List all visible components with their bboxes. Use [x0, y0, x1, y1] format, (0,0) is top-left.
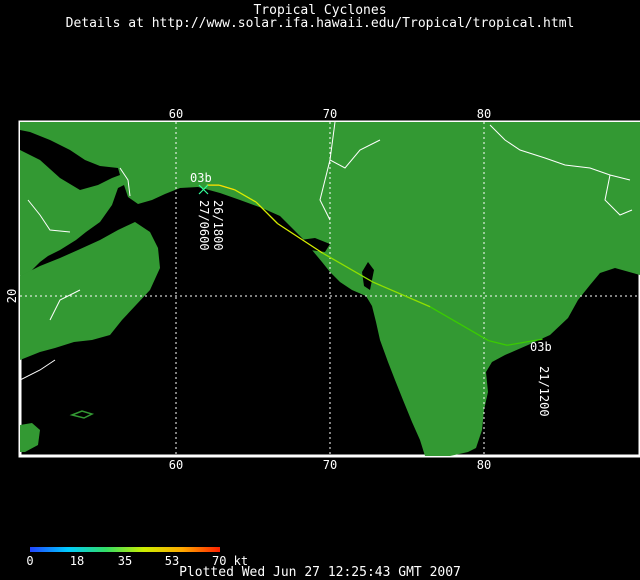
socotra	[69, 410, 95, 419]
map-subtitle: Details at http://www.solar.ifa.hawaii.e…	[65, 16, 575, 31]
lon-tick-bottom: 60	[169, 458, 183, 472]
colorbar-label: 0	[26, 554, 33, 568]
track-segment	[218, 184, 235, 191]
lon-tick-top: 60	[169, 107, 183, 121]
lon-tick-top: 70	[323, 107, 337, 121]
colorbar-label: 53	[165, 554, 179, 568]
lon-tick-bottom: 80	[477, 458, 491, 472]
track-segment	[429, 306, 489, 342]
lat-tick: 20	[5, 289, 19, 303]
storm-time-start-b: 27/0600	[197, 200, 211, 251]
track-segment	[321, 252, 374, 283]
track-segment	[234, 189, 257, 203]
storm-start-marker	[198, 184, 209, 195]
land-layer	[20, 122, 640, 456]
map-title: Tropical Cyclones	[253, 3, 387, 18]
track-segment	[506, 338, 543, 346]
storm-time-start-a: 26/1800	[211, 200, 225, 251]
storm-track	[206, 184, 543, 346]
storm-time-end: 21/1200	[537, 366, 551, 417]
lon-ticks-top: 60 70 80	[169, 107, 491, 121]
borders	[20, 122, 633, 381]
track-segment	[277, 223, 323, 254]
storm-name-end: 03b	[530, 340, 552, 354]
track-segment	[488, 340, 508, 346]
colorbar-label: 18	[70, 554, 84, 568]
landmass-north	[20, 122, 640, 456]
colorbar-label: 35	[118, 554, 132, 568]
graticule	[20, 122, 640, 456]
intensity-colorbar	[30, 547, 220, 552]
track-segment	[372, 281, 431, 308]
gulf-of-kutch	[300, 238, 330, 252]
plot-timestamp: Plotted Wed Jun 27 12:25:43 GMT 2007	[179, 565, 461, 580]
storm-name-start: 03b	[190, 171, 212, 185]
oman-coast	[20, 222, 160, 360]
lon-ticks-bottom: 60 70 80	[169, 458, 491, 472]
somalia-tip	[20, 423, 40, 452]
persian-gulf	[20, 130, 120, 190]
colorbar-label: 70 kt	[212, 554, 248, 568]
lon-tick-bottom: 70	[323, 458, 337, 472]
colorbar-labels: 0 18 35 53 70 kt	[26, 554, 248, 568]
lon-tick-top: 80	[477, 107, 491, 121]
track-segment	[255, 201, 279, 225]
gulf-of-cambay	[362, 262, 374, 290]
